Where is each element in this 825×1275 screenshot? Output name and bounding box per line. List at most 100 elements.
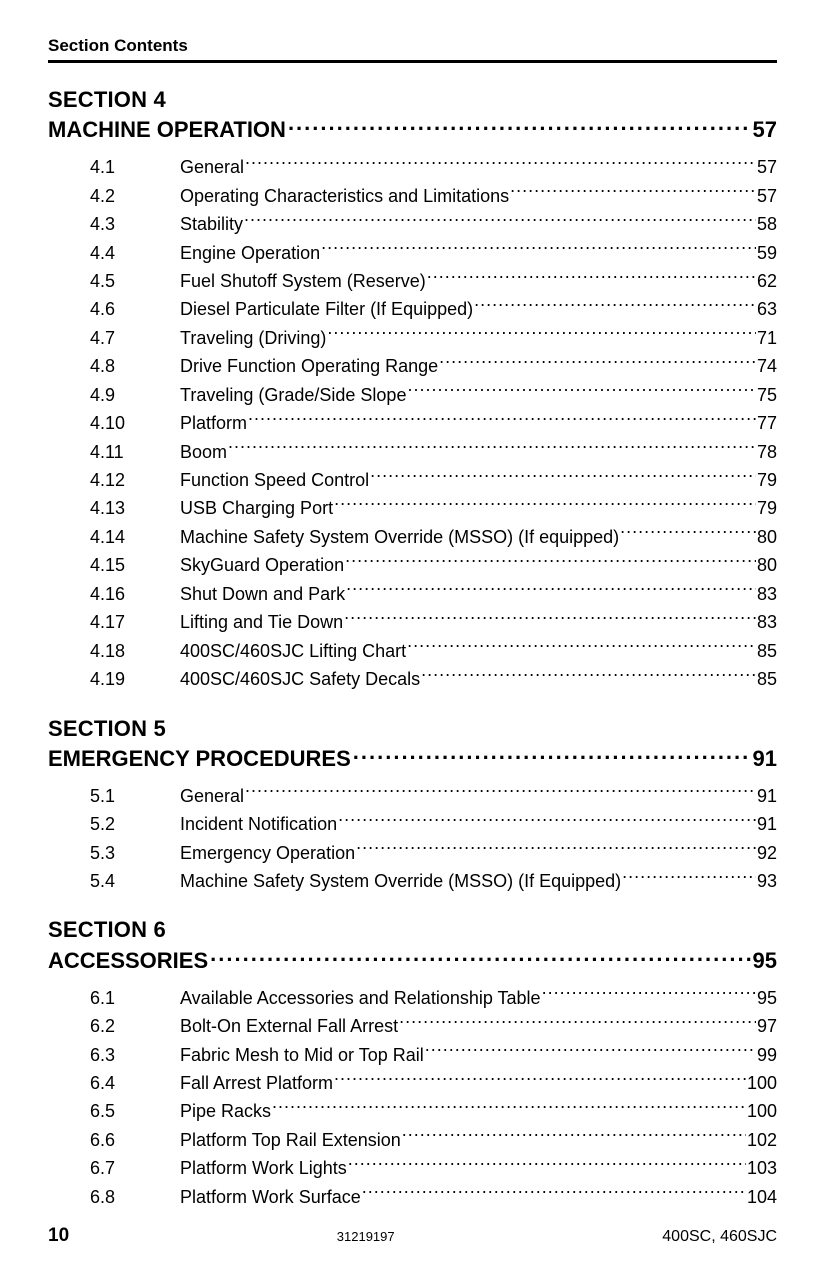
dot-leader	[399, 1014, 756, 1032]
dot-leader	[348, 1156, 746, 1174]
dot-leader	[334, 1071, 746, 1089]
dot-leader	[407, 383, 756, 401]
entry-title: General	[180, 782, 244, 810]
section-page: 57	[753, 117, 777, 143]
section-title-row: EMERGENCY PROCEDURES91	[48, 742, 777, 772]
dot-leader	[321, 241, 756, 259]
toc-entry: 5.1General91	[48, 782, 777, 810]
entry-page: 97	[757, 1012, 777, 1040]
entry-number: 5.1	[90, 782, 180, 810]
entry-title: Platform Top Rail Extension	[180, 1126, 401, 1154]
entry-page: 83	[757, 608, 777, 636]
entry-number: 4.8	[90, 352, 180, 380]
entry-page: 80	[757, 523, 777, 551]
toc-entry: 4.5Fuel Shutoff System (Reserve)62	[48, 267, 777, 295]
toc-entry: 4.1General57	[48, 153, 777, 181]
dot-leader	[620, 525, 756, 543]
entry-page: 103	[747, 1154, 777, 1182]
entry-number: 6.8	[90, 1183, 180, 1211]
entry-page: 100	[747, 1097, 777, 1125]
toc-entry: 4.13USB Charging Port79	[48, 494, 777, 522]
dot-leader	[334, 496, 756, 514]
toc-entry: 4.16Shut Down and Park83	[48, 580, 777, 608]
entry-title: Fuel Shutoff System (Reserve)	[180, 267, 426, 295]
entry-title: Machine Safety System Override (MSSO) (I…	[180, 523, 619, 551]
toc-entry: 4.9Traveling (Grade/Side Slope 75	[48, 381, 777, 409]
entry-page: 92	[757, 839, 777, 867]
entry-number: 4.9	[90, 381, 180, 409]
dot-leader	[362, 1185, 746, 1203]
dot-leader	[245, 784, 756, 802]
entry-title: Operating Characteristics and Limitation…	[180, 182, 509, 210]
entry-number: 4.5	[90, 267, 180, 295]
section-title: ACCESSORIES	[48, 948, 208, 974]
dot-leader	[622, 869, 756, 887]
entry-number: 4.12	[90, 466, 180, 494]
dot-leader	[338, 812, 756, 830]
entry-number: 5.3	[90, 839, 180, 867]
toc-entry: 4.15SkyGuard Operation80	[48, 551, 777, 579]
entry-title: Available Accessories and Relationship T…	[180, 984, 541, 1012]
entry-number: 4.13	[90, 494, 180, 522]
section-title-row: MACHINE OPERATION57	[48, 113, 777, 143]
toc-entry: 4.4Engine Operation59	[48, 239, 777, 267]
entry-title: Fall Arrest Platform	[180, 1069, 333, 1097]
dot-leader	[439, 354, 756, 372]
entry-page: 57	[757, 182, 777, 210]
entry-number: 5.4	[90, 867, 180, 895]
section-label: SECTION 6	[48, 917, 777, 943]
entry-number: 6.7	[90, 1154, 180, 1182]
toc-entry: 4.8Drive Function Operating Range74	[48, 352, 777, 380]
toc-section: SECTION 6ACCESSORIES956.1Available Acces…	[48, 917, 777, 1211]
toc-entry: 5.3Emergency Operation92	[48, 839, 777, 867]
entry-title: Lifting and Tie Down	[180, 608, 343, 636]
entry-number: 4.17	[90, 608, 180, 636]
dot-leader	[510, 184, 756, 202]
entry-title: Engine Operation	[180, 239, 320, 267]
dot-leader	[327, 326, 756, 344]
footer-model-label: 400SC, 460SJC	[662, 1228, 777, 1246]
entry-title: Boom	[180, 438, 227, 466]
dot-leader	[356, 841, 756, 859]
entry-title: 400SC/460SJC Lifting Chart	[180, 637, 406, 665]
entry-number: 4.11	[90, 438, 180, 466]
section-label: SECTION 4	[48, 87, 777, 113]
dot-leader	[245, 155, 756, 173]
dot-leader	[370, 468, 756, 486]
entry-page: 77	[757, 409, 777, 437]
entry-number: 4.4	[90, 239, 180, 267]
entry-number: 4.7	[90, 324, 180, 352]
dot-leader	[244, 212, 756, 230]
entry-page: 93	[757, 867, 777, 895]
dot-leader	[425, 1043, 756, 1061]
entry-list: 4.1General574.2Operating Characteristics…	[48, 153, 777, 693]
toc-entry: 6.2Bolt-On External Fall Arrest97	[48, 1012, 777, 1040]
entry-page: 102	[747, 1126, 777, 1154]
dot-leader	[427, 269, 756, 287]
entry-title: Bolt-On External Fall Arrest	[180, 1012, 398, 1040]
toc-entry: 6.6Platform Top Rail Extension 102	[48, 1126, 777, 1154]
entry-page: 79	[757, 494, 777, 522]
entry-page: 57	[757, 153, 777, 181]
entry-number: 6.5	[90, 1097, 180, 1125]
section-title-row: ACCESSORIES95	[48, 943, 777, 973]
footer-doc-number: 31219197	[337, 1229, 395, 1244]
entry-list: 5.1General915.2Incident Notification915.…	[48, 782, 777, 896]
entry-number: 6.6	[90, 1126, 180, 1154]
toc-entry: 6.3Fabric Mesh to Mid or Top Rail99	[48, 1041, 777, 1069]
toc-body: SECTION 4MACHINE OPERATION57 4.1General57…	[48, 87, 777, 1233]
dot-leader	[248, 411, 756, 429]
entry-page: 74	[757, 352, 777, 380]
entry-title: Platform	[180, 409, 247, 437]
entry-number: 4.6	[90, 295, 180, 323]
entry-title: 400SC/460SJC Safety Decals	[180, 665, 420, 693]
entry-title: Traveling (Grade/Side Slope	[180, 381, 406, 409]
entry-page: 63	[757, 295, 777, 323]
entry-page: 104	[747, 1183, 777, 1211]
entry-title: Fabric Mesh to Mid or Top Rail	[180, 1041, 424, 1069]
entry-page: 75	[757, 381, 777, 409]
entry-title: Function Speed Control	[180, 466, 369, 494]
entry-title: Platform Work Lights	[180, 1154, 347, 1182]
toc-entry: 4.3Stability58	[48, 210, 777, 238]
entry-page: 95	[757, 984, 777, 1012]
